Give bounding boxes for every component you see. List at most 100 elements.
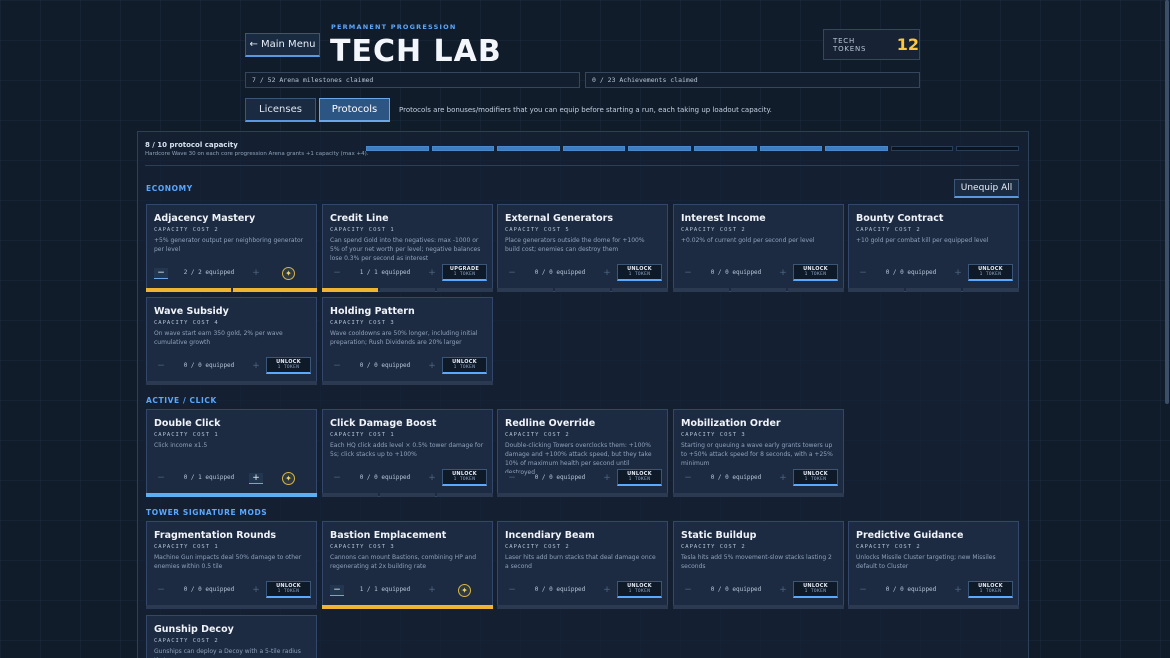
protocol-card[interactable]: Mobilization Order CAPACITY COST 3 Startin… xyxy=(673,409,844,497)
minus-icon[interactable]: − xyxy=(154,473,168,484)
minus-icon[interactable]: − xyxy=(681,585,695,596)
plus-icon[interactable]: + xyxy=(776,585,790,596)
protocol-controls: −0 / 0 equipped + UNLOCK 1 TOKEN xyxy=(505,264,662,281)
minus-icon[interactable]: − xyxy=(330,361,344,372)
minus-icon[interactable]: − xyxy=(681,473,695,484)
protocol-name: Redline Override xyxy=(505,418,596,429)
unequip-all-button[interactable]: Unequip All xyxy=(954,179,1019,198)
minus-icon[interactable]: − xyxy=(330,585,344,596)
main-menu-button[interactable]: ← Main Menu xyxy=(245,33,320,57)
section-title: ACTIVE / CLICK xyxy=(146,396,217,405)
minus-icon[interactable]: − xyxy=(505,268,519,279)
unlock-button[interactable]: UNLOCK 1 TOKEN xyxy=(617,264,662,281)
minus-icon[interactable]: − xyxy=(154,585,168,596)
unlock-button[interactable]: UNLOCK 1 TOKEN xyxy=(968,581,1013,598)
upgrade-button[interactable]: UPGRADE 1 TOKEN xyxy=(442,264,487,281)
unlock-button[interactable]: UNLOCK 1 TOKEN xyxy=(266,581,311,598)
plus-icon[interactable]: + xyxy=(425,268,439,279)
plus-icon[interactable]: + xyxy=(425,473,439,484)
protocol-card[interactable]: Fragmentation Rounds CAPACITY COST 1 Machi… xyxy=(146,521,317,609)
minus-icon[interactable]: − xyxy=(330,268,344,279)
protocol-controls: − 0 / 0 equipped + UNLOCK 1 TOKEN xyxy=(330,469,487,486)
protocol-card[interactable]: Credit Line CAPACITY COST 1 Can spend Gold… xyxy=(322,204,494,292)
protocol-card[interactable]: Holding Pattern CAPACITY COST 3 Wave coold… xyxy=(322,297,493,385)
unlock-button[interactable]: UNLOCK 1 TOKEN xyxy=(968,264,1013,281)
protocol-card[interactable]: Bounty Contract CAPACITY COST 2 +10 gold p… xyxy=(848,204,1020,292)
protocol-capacity-cost: CAPACITY COST 4 xyxy=(154,320,219,326)
protocol-description: Machine Gun impacts deal 50% damage to o… xyxy=(154,554,302,570)
protocol-card[interactable]: External Generators CAPACITY COST 5 Place … xyxy=(497,204,669,292)
plus-icon[interactable]: + xyxy=(249,361,263,372)
action-cost: 1 TOKEN xyxy=(453,365,476,370)
action-label: UNLOCK xyxy=(803,583,828,589)
unlock-button[interactable]: UNLOCK 1 TOKEN xyxy=(266,357,311,374)
equipped-count: 0 / 0 equipped xyxy=(183,362,235,369)
protocol-name: Credit Line xyxy=(330,213,389,224)
level-segment xyxy=(788,288,845,292)
protocol-capacity-cost: CAPACITY COST 2 xyxy=(681,544,746,550)
protocol-card[interactable]: Wave Subsidy CAPACITY COST 4 On wave start… xyxy=(146,297,317,385)
plus-icon[interactable]: + xyxy=(600,585,614,596)
protocol-description: Laser hits add burn stacks that deal dam… xyxy=(505,554,656,570)
minus-icon[interactable]: − xyxy=(856,585,870,596)
plus-icon[interactable]: + xyxy=(600,268,614,279)
plus-icon[interactable]: + xyxy=(776,473,790,484)
protocol-description: +5% generator output per neighboring gen… xyxy=(154,237,304,253)
protocol-card[interactable]: Redline Override CAPACITY COST 2 Double-cl… xyxy=(497,409,668,497)
gear-check-icon: ✦ xyxy=(282,472,295,485)
level-segment xyxy=(232,288,317,292)
plus-icon[interactable]: + xyxy=(951,268,965,279)
level-segment xyxy=(673,288,729,292)
protocol-card[interactable]: Interest Income CAPACITY COST 2 +0.02% of … xyxy=(673,204,845,292)
level-segment xyxy=(322,381,493,385)
plus-icon[interactable]: + xyxy=(600,473,614,484)
minus-icon[interactable]: − xyxy=(505,585,519,596)
protocol-card[interactable]: Adjacency Mastery CAPACITY COST 2 +5% gene… xyxy=(146,204,317,292)
protocol-card[interactable]: Double Click CAPACITY COST 1 Click income … xyxy=(146,409,317,497)
capacity-segment xyxy=(497,146,560,151)
unlock-button[interactable]: UNLOCK 1 TOKEN xyxy=(617,581,662,598)
equipped-count: 0 / 0 equipped xyxy=(710,269,762,276)
plus-icon[interactable]: + xyxy=(425,585,439,596)
protocol-capacity-cost: CAPACITY COST 1 xyxy=(154,432,219,438)
protocol-card[interactable]: Click Damage Boost CAPACITY COST 1 Each HQ… xyxy=(322,409,494,497)
equipped-count: 1 / 1 equipped xyxy=(359,586,411,593)
level-bar xyxy=(673,493,844,497)
plus-icon[interactable]: + xyxy=(249,473,263,484)
protocol-card[interactable]: Bastion Emplacement CAPACITY COST 3 Cannon… xyxy=(322,521,493,609)
protocol-card[interactable]: Static Buildup CAPACITY COST 2 Tesla hits … xyxy=(673,521,844,609)
protocol-controls: − 1 / 1 equipped + ✦ xyxy=(330,584,487,597)
unlock-button[interactable]: UNLOCK 1 TOKEN xyxy=(617,469,662,486)
unlock-button[interactable]: UNLOCK 1 TOKEN xyxy=(442,469,487,486)
level-segment xyxy=(379,493,436,497)
unlock-button[interactable]: UNLOCK 1 TOKEN xyxy=(793,581,838,598)
protocol-name: Click Damage Boost xyxy=(330,418,437,429)
plus-icon[interactable]: + xyxy=(249,268,263,279)
unlock-button[interactable]: UNLOCK 1 TOKEN xyxy=(442,357,487,374)
equipped-count: 0 / 0 equipped xyxy=(359,474,411,481)
divider xyxy=(145,165,1019,166)
tab-licenses[interactable]: Licenses xyxy=(245,98,316,122)
protocol-controls: − 2 / 2 equipped + ✦ xyxy=(154,267,311,280)
minus-icon[interactable]: − xyxy=(681,268,695,279)
protocol-card[interactable]: Gunship Decoy CAPACITY COST 2 Gunships can… xyxy=(146,615,317,658)
unlock-button[interactable]: UNLOCK 1 TOKEN xyxy=(793,469,838,486)
minus-icon[interactable]: − xyxy=(856,268,870,279)
plus-icon[interactable]: + xyxy=(951,585,965,596)
protocol-card[interactable]: Predictive Guidance CAPACITY COST 2 Unlock… xyxy=(848,521,1019,609)
minus-icon[interactable]: − xyxy=(154,268,168,279)
minus-icon[interactable]: − xyxy=(505,473,519,484)
unlock-button[interactable]: UNLOCK 1 TOKEN xyxy=(793,264,838,281)
level-bar xyxy=(848,605,1019,609)
scrollbar[interactable] xyxy=(1165,0,1169,404)
protocol-name: Bastion Emplacement xyxy=(330,530,447,541)
section-title: TOWER SIGNATURE MODS xyxy=(146,508,268,517)
plus-icon[interactable]: + xyxy=(425,361,439,372)
minus-icon[interactable]: − xyxy=(154,361,168,372)
protocol-description: +10 gold per combat kill per equipped le… xyxy=(856,237,989,244)
tab-protocols[interactable]: Protocols xyxy=(319,98,390,122)
plus-icon[interactable]: + xyxy=(776,268,790,279)
protocol-card[interactable]: Incendiary Beam CAPACITY COST 2 Laser hits… xyxy=(497,521,668,609)
plus-icon[interactable]: + xyxy=(249,585,263,596)
minus-icon[interactable]: − xyxy=(330,473,344,484)
